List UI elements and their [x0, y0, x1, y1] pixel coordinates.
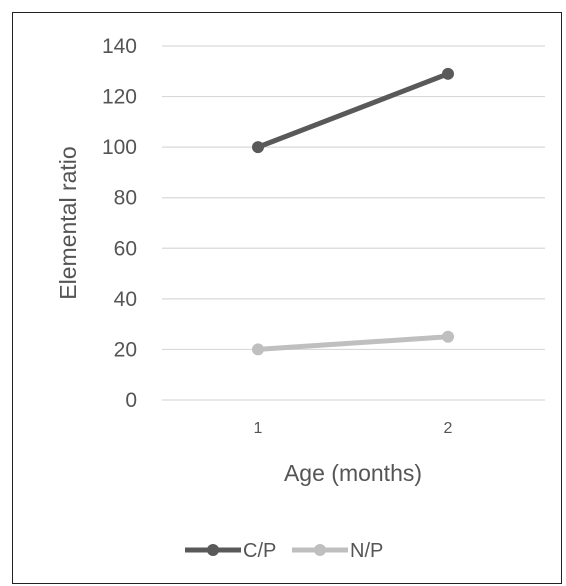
data-point — [442, 67, 454, 80]
data-point — [442, 330, 454, 343]
data-point — [252, 141, 264, 154]
chart-frame — [12, 12, 562, 584]
series-line-c-p — [255, 71, 451, 150]
y-axis-title: Elemental ratio — [55, 146, 81, 299]
x-tick-label: 1 — [254, 420, 263, 437]
y-tick-label: 100 — [102, 136, 137, 159]
data-point — [252, 343, 264, 356]
legend-label: N/P — [350, 540, 383, 562]
series-line-n-p — [255, 334, 451, 352]
y-tick-label: 140 — [102, 35, 137, 58]
gridlines — [162, 45, 545, 401]
legend-label: C/P — [243, 540, 276, 562]
x-tick-label: 2 — [444, 420, 453, 437]
y-tick-label: 20 — [114, 338, 137, 361]
legend-marker — [314, 544, 326, 556]
y-tick-label: 40 — [114, 288, 137, 311]
y-tick-label: 0 — [125, 389, 137, 412]
series-group — [252, 67, 454, 356]
legend-marker — [207, 544, 219, 556]
y-tick-labels: 0 20 40 60 80 100 120 140 — [102, 35, 137, 412]
y-tick-label: 80 — [114, 187, 137, 210]
x-axis-title: Age (months) — [284, 460, 422, 486]
y-tick-label: 60 — [114, 237, 137, 260]
legend: C/P N/P — [185, 540, 383, 562]
y-tick-label: 120 — [102, 86, 137, 109]
